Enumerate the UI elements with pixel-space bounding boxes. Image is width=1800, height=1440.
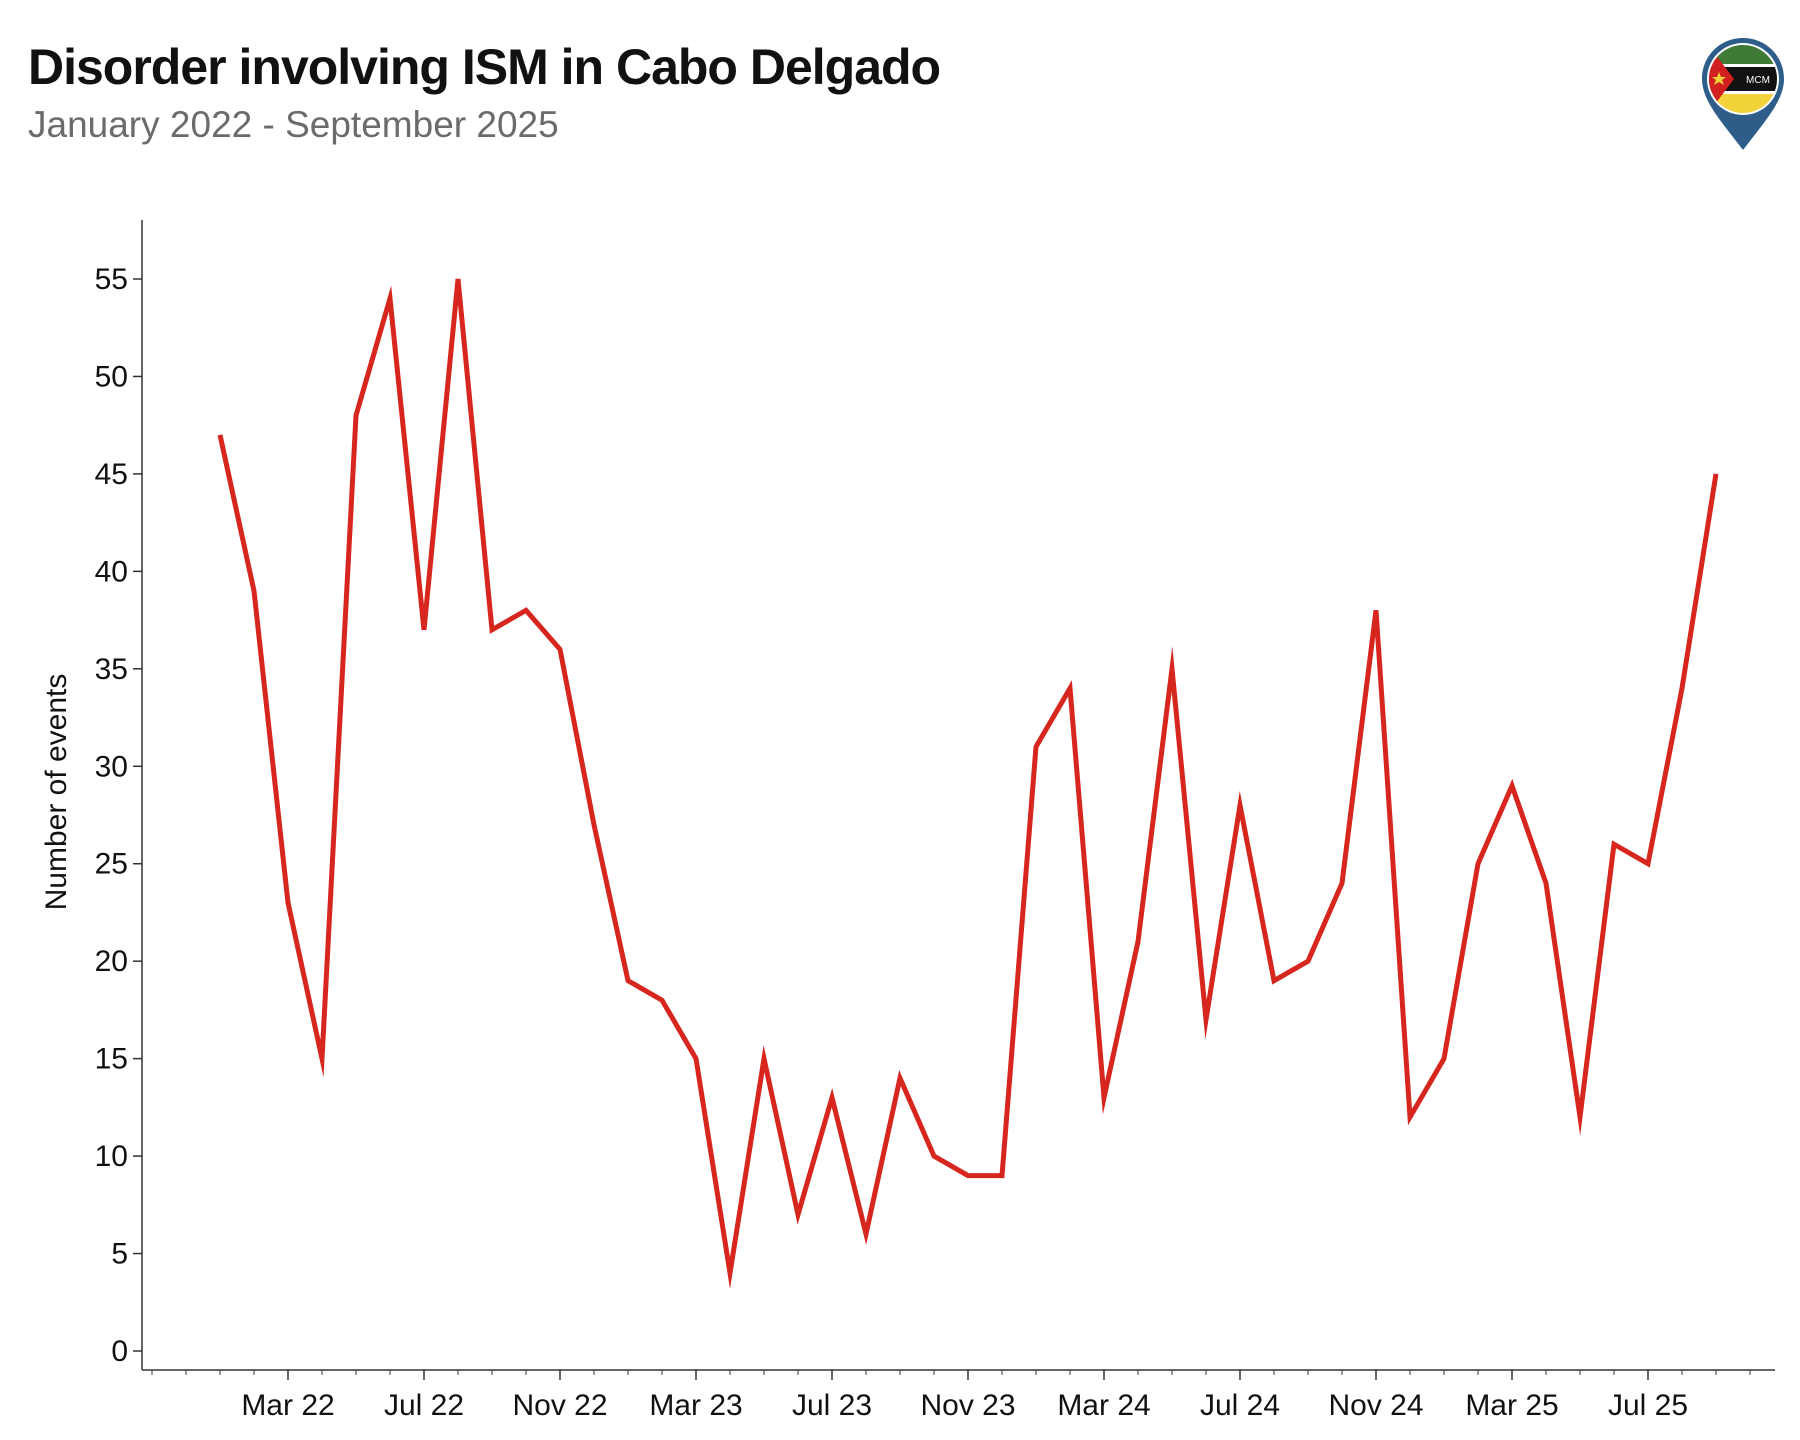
y-tick-label: 10 bbox=[95, 1140, 128, 1173]
y-tick-label: 45 bbox=[95, 458, 128, 491]
x-tick-label: Jul 24 bbox=[1200, 1389, 1280, 1422]
x-tick-label: Nov 22 bbox=[512, 1389, 607, 1422]
y-tick-label: 55 bbox=[95, 263, 128, 296]
logo-text: MCM bbox=[1746, 75, 1770, 86]
y-tick-label: 25 bbox=[95, 848, 128, 881]
chart-subtitle: January 2022 - September 2025 bbox=[28, 104, 559, 145]
mcm-logo: MCM bbox=[1700, 36, 1786, 152]
y-axis-title: Number of events bbox=[40, 674, 73, 911]
x-tick-label: Nov 24 bbox=[1328, 1389, 1423, 1422]
chart-title: Disorder involving ISM in Cabo Delgado bbox=[28, 39, 941, 95]
y-axis: 0 5 10 15 20 25 30 35 40 45 50 55 bbox=[95, 220, 143, 1370]
y-tick-label: 15 bbox=[95, 1043, 128, 1076]
x-tick-label: Jul 25 bbox=[1608, 1389, 1688, 1422]
x-tick-label: Mar 25 bbox=[1465, 1389, 1558, 1422]
y-tick-label: 20 bbox=[95, 945, 128, 978]
y-tick-label: 40 bbox=[95, 555, 128, 588]
x-tick-label: Jul 22 bbox=[384, 1389, 464, 1422]
y-tick-label: 5 bbox=[111, 1238, 128, 1271]
y-tick-label: 30 bbox=[95, 750, 128, 783]
y-tick-label: 0 bbox=[111, 1335, 128, 1368]
x-tick-label: Mar 23 bbox=[649, 1389, 742, 1422]
x-tick-label: Mar 24 bbox=[1057, 1389, 1150, 1422]
y-tick-label: 35 bbox=[95, 653, 128, 686]
x-tick-label: Nov 23 bbox=[920, 1389, 1015, 1422]
x-tick-label: Jul 23 bbox=[792, 1389, 872, 1422]
y-tick-label: 50 bbox=[95, 360, 128, 393]
series-line bbox=[217, 278, 1719, 1289]
series-group bbox=[217, 278, 1719, 1289]
x-tick-label: Mar 22 bbox=[241, 1389, 334, 1422]
x-axis: Mar 22 Jul 22 Nov 22 Mar 23 Jul 23 Nov 23 Mar … bbox=[142, 1369, 1775, 1422]
